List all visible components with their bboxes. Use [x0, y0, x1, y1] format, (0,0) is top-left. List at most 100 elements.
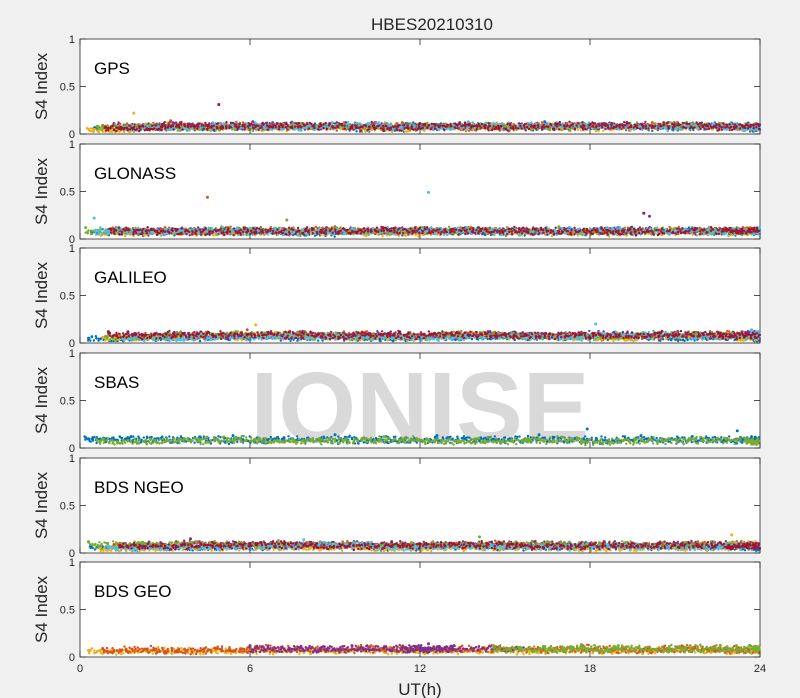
scatter-dot — [755, 126, 758, 129]
scatter-dot — [593, 122, 596, 125]
scatter-dot — [668, 125, 671, 128]
scatter-dot — [336, 125, 340, 129]
scatter-dot — [282, 128, 286, 131]
scatter-dot — [277, 128, 281, 131]
scatter-dot — [387, 123, 390, 126]
scatter-dot — [175, 121, 178, 124]
scatter-dot — [190, 125, 193, 128]
scatter-dot — [623, 121, 626, 124]
scatter-dot — [286, 125, 289, 128]
scatter-dot — [523, 234, 526, 237]
scatter-dot — [294, 125, 297, 128]
scatter-dot — [557, 128, 561, 131]
scatter-dot — [477, 127, 481, 131]
scatter-dot — [361, 126, 364, 129]
scatter-dot — [644, 124, 647, 128]
scatter-dot — [450, 124, 453, 128]
y-tick-label: 0.5 — [60, 82, 75, 94]
scatter-dot — [487, 122, 491, 125]
scatter-dot — [343, 124, 346, 127]
scatter-dot — [666, 129, 669, 133]
scatter-dot — [483, 126, 487, 130]
scatter-dot — [198, 122, 201, 125]
scatter-dot — [484, 121, 487, 125]
scatter-dot — [359, 129, 363, 132]
scatter-dot — [366, 122, 369, 125]
scatter-dot — [237, 125, 241, 128]
scatter-dot — [499, 122, 502, 126]
scatter-dot — [520, 127, 524, 130]
scatter-dot — [540, 128, 544, 131]
scatter-dot — [632, 126, 635, 129]
scatter-dot — [433, 127, 437, 130]
scatter-dot — [130, 123, 133, 126]
scatter-dot — [186, 125, 190, 129]
scatter-dot — [324, 121, 327, 125]
scatter-dot — [738, 127, 742, 130]
scatter-dot — [368, 125, 371, 128]
scatter-dot — [340, 124, 344, 127]
scatter-dot — [235, 126, 239, 129]
scatter-dot — [720, 126, 723, 129]
scatter-dot — [319, 124, 323, 128]
scatter-dot — [429, 128, 432, 131]
scatter-dot — [638, 127, 642, 130]
scatter-dot — [730, 125, 733, 129]
scatter-dot — [142, 125, 145, 128]
scatter-dot — [696, 123, 700, 126]
scatter-dot — [657, 127, 660, 130]
scatter-dot — [619, 124, 622, 127]
scatter-dot — [92, 130, 95, 134]
scatter-dot — [563, 127, 566, 130]
scatter-dot — [610, 124, 613, 127]
scatter-dot — [464, 125, 467, 128]
scatter-dot — [382, 125, 385, 128]
scatter-dot — [468, 122, 471, 126]
scatter-dot — [561, 122, 565, 125]
scatter-dot — [473, 124, 476, 128]
scatter-dot — [488, 124, 492, 128]
scatter-dot — [548, 128, 552, 132]
scatter-dot — [353, 121, 357, 124]
scatter-dot — [565, 125, 568, 128]
scatter-dot — [647, 127, 650, 130]
y-tick-label: 1 — [69, 34, 75, 46]
scatter-dot — [752, 124, 755, 127]
scatter-dot — [299, 126, 303, 129]
scatter-dot — [725, 128, 728, 131]
scatter-dot — [164, 124, 167, 127]
data-point — [483, 124, 487, 127]
scatter-dot — [607, 126, 610, 129]
scatter-dot — [568, 125, 571, 129]
scatter-dot — [355, 130, 358, 133]
scatter-dot — [257, 128, 260, 132]
scatter-dot — [490, 128, 494, 132]
scatter-dot — [265, 121, 269, 124]
scatter-dot — [562, 124, 566, 128]
scatter-dot — [305, 122, 309, 125]
scatter-dot — [164, 127, 167, 130]
scatter-dot — [558, 120, 561, 124]
scatter-dot — [592, 125, 595, 128]
scatter-dot — [681, 121, 684, 125]
scatter-dot — [257, 124, 260, 128]
scatter-dot — [480, 122, 484, 126]
scatter-dot — [391, 130, 394, 134]
scatter-dot — [423, 122, 426, 126]
scatter-dot — [514, 124, 517, 127]
scatter-dot — [172, 128, 175, 131]
scatter-dot — [262, 122, 265, 125]
scatter-dot — [300, 129, 303, 132]
scatter-dot — [302, 122, 305, 126]
scatter-dot — [418, 125, 421, 128]
scatter-dot — [207, 124, 211, 127]
scatter-dot — [449, 122, 452, 126]
scatter-dot — [642, 126, 645, 129]
scatter-dot — [707, 122, 711, 126]
scatter-dot — [542, 123, 545, 127]
scatter-dot — [618, 126, 621, 129]
scatter-dot — [566, 122, 569, 125]
scatter-dot — [600, 126, 604, 129]
scatter-dot — [160, 129, 163, 132]
scatter-dot — [581, 121, 584, 124]
